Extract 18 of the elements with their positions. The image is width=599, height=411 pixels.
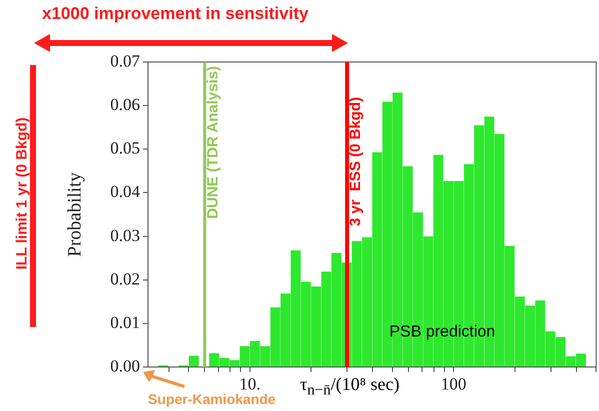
y-tick-label: 0.01 [110, 312, 140, 332]
ref-line-label: 3 yr ESS (0 Bkgd) [347, 97, 364, 226]
y-tick-label: 0.04 [110, 182, 140, 202]
y-tick-label: 0.03 [110, 226, 140, 245]
y-tick-label: 0.02 [110, 269, 140, 288]
y-tick-label: 0.00 [110, 356, 140, 376]
x-axis-title: τ$_{n−n̄}$/(10⁸ sec) [300, 374, 400, 400]
text: ILL limit 1 yr (0 Bkgd) [14, 116, 30, 272]
y-axis-title: Probability [64, 172, 86, 257]
text: x1000 improvement in sensitivity [42, 4, 308, 24]
y-tick-label: 0.06 [110, 95, 140, 114]
ref-line-label: DUNE (TDR Analysis) [204, 66, 222, 219]
y-tick-label: 0.07 [110, 51, 140, 70]
x-tick-label: 10. [239, 374, 260, 394]
y-tick-label: 0.05 [110, 138, 140, 158]
x-tick-label: 100 [440, 374, 466, 394]
text: Super-Kamiokande [148, 391, 276, 407]
annotation: PSB prediction [389, 324, 496, 341]
